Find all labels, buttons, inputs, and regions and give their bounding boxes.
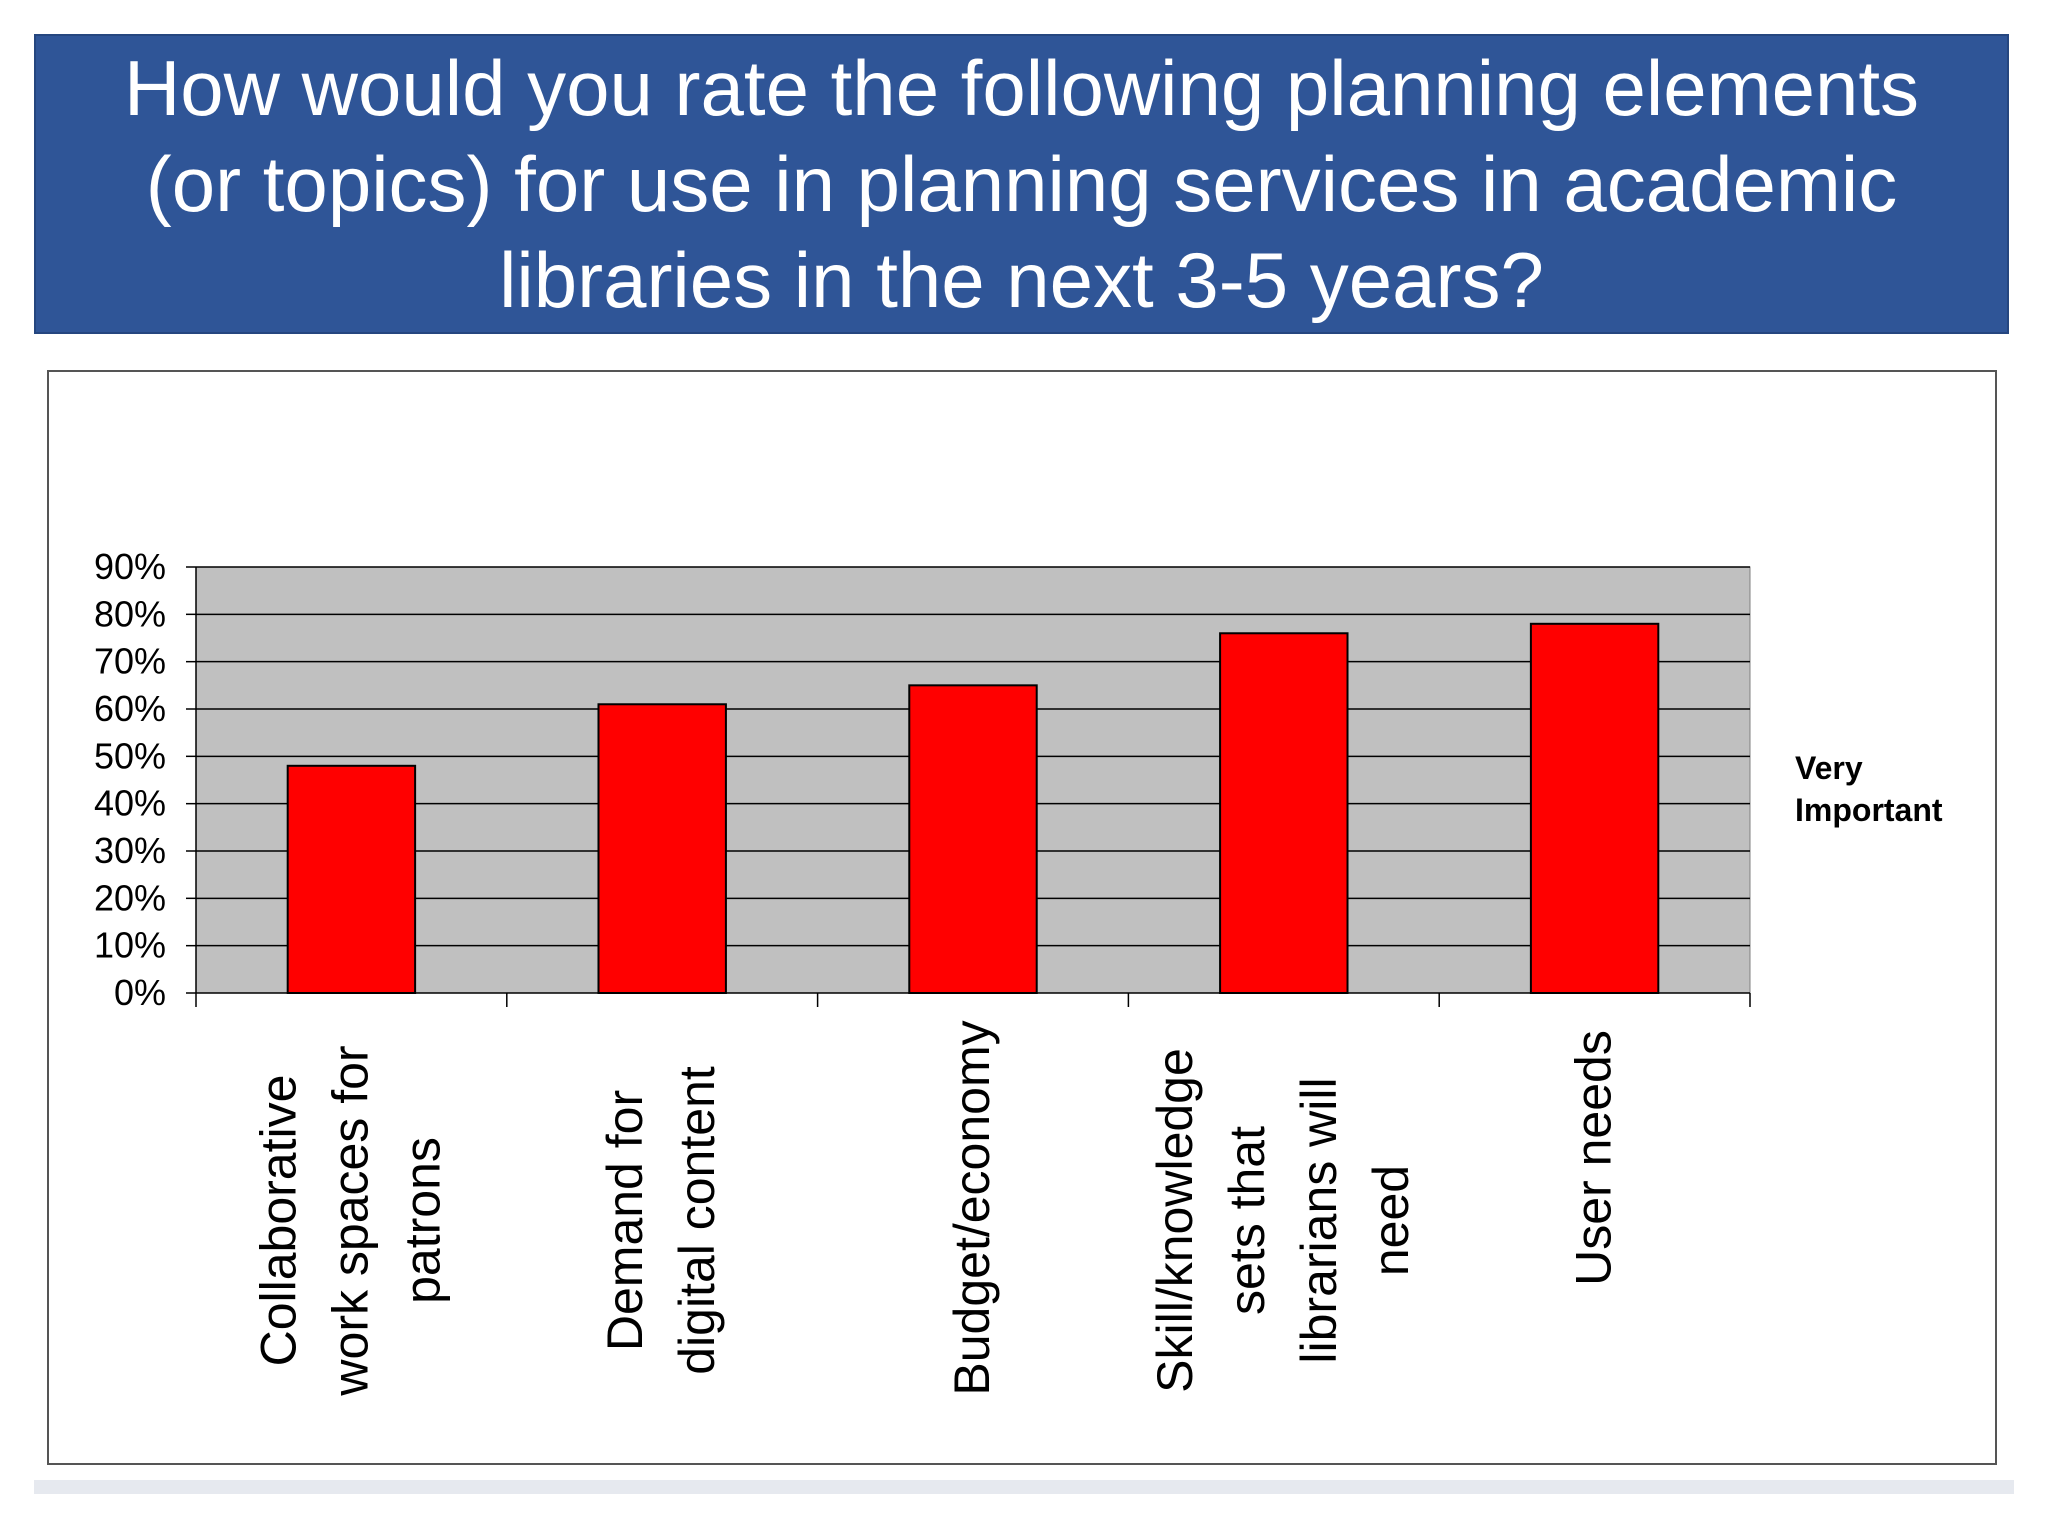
x-category-label-line: Budget/economy [944, 1020, 1000, 1395]
legend-series-label: Very Important [1795, 747, 1995, 831]
y-tick-label: 0% [114, 972, 166, 1013]
footer-bar [34, 1480, 2014, 1494]
x-category-label-line: patrons [394, 1137, 450, 1304]
y-tick-label: 10% [94, 925, 166, 966]
y-tick-label: 70% [94, 641, 166, 682]
y-tick-label: 40% [94, 783, 166, 824]
x-category-label-line: Skill/knowledge [1147, 1048, 1203, 1393]
x-category-label: Budget/economy [944, 1020, 1000, 1395]
x-category-label-line: librarians will [1291, 1077, 1347, 1363]
bar [597, 703, 727, 994]
y-tick-label: 30% [94, 830, 166, 871]
bar [1529, 622, 1660, 994]
legend-line-1: Very [1795, 750, 1863, 786]
y-tick-labels: 0% 10% 20% 30% 40% 50% 60% 70% 80% 90% [94, 546, 166, 1013]
x-category-label-line: User needs [1566, 1030, 1622, 1286]
bar [908, 684, 1038, 994]
x-category-label-line: work spaces for [322, 1045, 378, 1396]
x-category-label-line: sets that [1219, 1126, 1275, 1315]
x-category-label: Demand for digital content [597, 1066, 725, 1375]
x-category-label-line: digital content [669, 1066, 725, 1375]
axis-layer [186, 566, 1751, 1007]
bar-layer [286, 622, 1660, 994]
y-tick-label: 80% [94, 593, 166, 634]
y-tick-label: 50% [94, 735, 166, 776]
x-category-label: Skill/knowledge sets that librarians will n… [1147, 1048, 1419, 1393]
x-category-labels: Collaborative work spaces for patrons Deman… [250, 1020, 1621, 1396]
y-tick-label: 20% [94, 877, 166, 918]
bar [286, 764, 417, 994]
bar [1219, 632, 1349, 994]
y-tick-label: 90% [94, 546, 166, 587]
slide-title: How would you rate the following plannin… [123, 44, 1920, 324]
y-tick-label: 60% [94, 688, 166, 729]
x-category-label-line: Collaborative [250, 1075, 306, 1367]
x-category-label: User needs [1566, 1030, 1622, 1286]
x-category-label: Collaborative work spaces for patrons [250, 1045, 450, 1396]
x-category-label-line: need [1363, 1165, 1419, 1276]
title-banner: How would you rate the following plannin… [34, 34, 2009, 334]
x-category-label-line: Demand for [597, 1090, 653, 1351]
legend-line-2: Important [1795, 792, 1943, 828]
